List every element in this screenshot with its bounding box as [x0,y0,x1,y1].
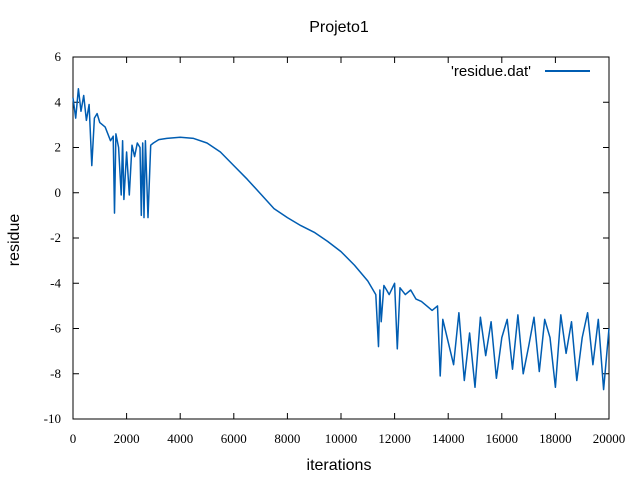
x-tick-label: 12000 [378,431,411,446]
x-tick-label: 20000 [593,431,626,446]
y-tick-label: 6 [55,49,62,64]
x-axis-ticks: 0 2000 4000 6000 8000 10000 12000 14000 16000 180… [70,57,626,446]
x-tick-label: 0 [70,431,77,446]
chart-title: Projeto1 [309,19,369,36]
legend: 'residue.dat' [451,63,590,80]
y-tick-label: -6 [50,321,61,336]
y-tick-label: -2 [50,230,61,245]
x-tick-label: 2000 [114,431,140,446]
y-tick-label: 4 [55,94,62,109]
x-tick-label: 14000 [432,431,465,446]
y-axis-label: residue [6,214,23,267]
x-tick-label: 16000 [486,431,519,446]
y-tick-label: -10 [44,411,61,426]
x-tick-label: 6000 [221,431,247,446]
x-tick-label: 10000 [325,431,358,446]
x-axis-label: iterations [307,457,372,474]
y-axis-ticks: -10 -8 -6 -4 -2 0 2 4 6 [44,49,609,426]
residue-series-line [72,87,610,391]
legend-label: 'residue.dat' [451,63,531,80]
x-tick-label: 8000 [274,431,300,446]
y-tick-label: -4 [50,275,61,290]
y-tick-label: 0 [55,185,62,200]
y-tick-label: -8 [50,366,61,381]
plot-frame [72,56,610,420]
y-tick-label: 2 [55,140,62,155]
x-tick-label: 4000 [167,431,193,446]
x-tick-label: 18000 [539,431,572,446]
